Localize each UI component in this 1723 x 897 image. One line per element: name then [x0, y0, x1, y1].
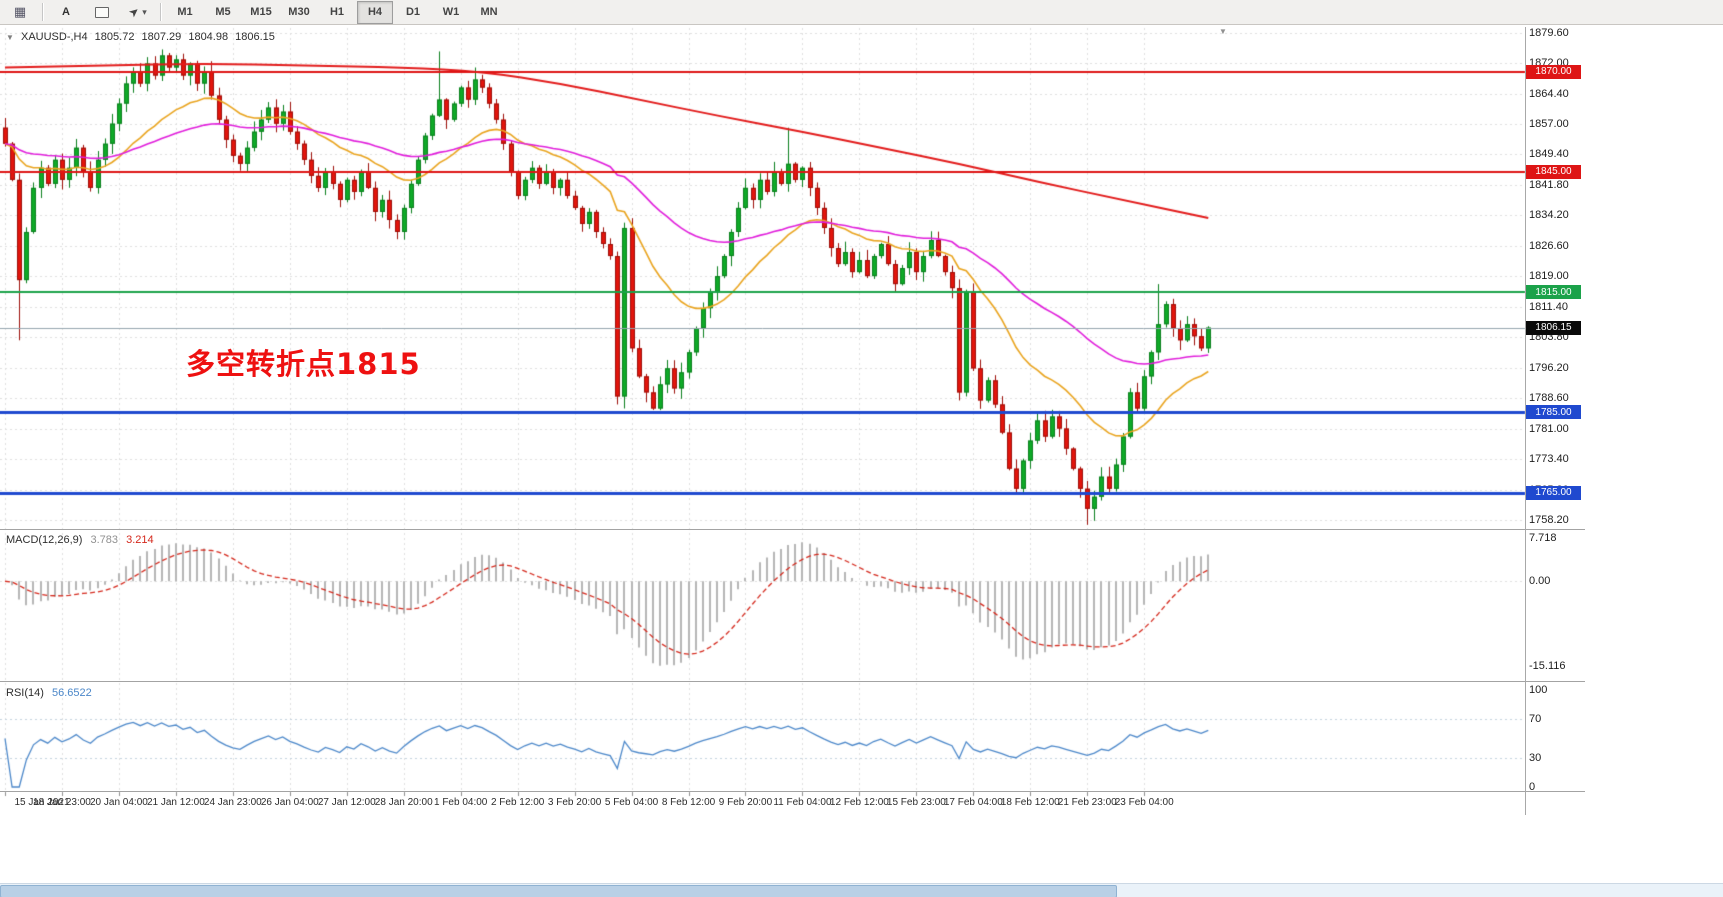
hline-label-1785.00[interactable]: 1785.00	[1526, 405, 1581, 420]
timeframe-h1[interactable]: H1	[329, 6, 345, 18]
low-value: 1804.98	[188, 31, 229, 43]
hline-label-1870.00[interactable]: 1870.00	[1526, 64, 1581, 79]
timeframe-m15[interactable]: M15	[250, 6, 272, 18]
panel-splitter[interactable]	[0, 681, 1585, 682]
timeframe-w1[interactable]: W1	[442, 6, 460, 18]
high-value: 1807.29	[141, 31, 182, 43]
symbol-period-label: XAUUSD-,H4	[20, 31, 88, 43]
hline-label-1845.00[interactable]: 1845.00	[1526, 164, 1581, 179]
timeframe-m5[interactable]: M5	[215, 6, 231, 18]
toolbar-separator	[160, 3, 162, 21]
scrollbar-thumb[interactable]	[0, 885, 1117, 897]
chevron-down-icon: ▾	[142, 6, 147, 17]
text-tool-button[interactable]: A	[49, 1, 83, 24]
price-axis-border	[1525, 27, 1526, 815]
chart-shift-marker[interactable]: ▼	[1219, 27, 1227, 36]
rsi-title-text: RSI(14)	[6, 687, 44, 699]
hline-label-1815.00[interactable]: 1815.00	[1526, 285, 1581, 300]
toolbar-separator	[42, 3, 44, 21]
label-tool-icon	[95, 6, 109, 18]
close-value: 1806.15	[235, 31, 275, 43]
chart-annotation-text[interactable]: 多空转折点1815	[186, 347, 421, 381]
open-value: 1805.72	[94, 31, 135, 43]
horizontal-scrollbar[interactable]	[0, 883, 1723, 897]
cursor-arrow-icon: ➤	[125, 3, 143, 21]
timeframe-m30[interactable]: M30	[288, 6, 310, 18]
chart-toolbar: ▦ A ➤ ▾ M1 M5 M15 M30 H1 H4 D1 W1 MN	[0, 0, 1723, 25]
macd-main-value: 3.783	[90, 534, 119, 546]
timeframe-m1[interactable]: M1	[177, 6, 193, 18]
timeframe-h4[interactable]: H4	[357, 0, 393, 24]
chart-window-button[interactable]: ▦	[3, 1, 37, 24]
bar-chart-icon: ▦	[13, 4, 27, 19]
label-tool-button[interactable]	[85, 1, 119, 24]
rsi-value: 56.6522	[51, 687, 92, 699]
shapes-dropdown-button[interactable]: ➤ ▾	[121, 1, 155, 24]
rsi-indicator-label: RSI(14) 56.6522	[6, 687, 97, 699]
panel-splitter[interactable]	[0, 529, 1585, 530]
chart-header: ▼ XAUUSD-,H4 1805.72 1807.29 1804.98 180…	[6, 31, 279, 43]
macd-signal-value: 3.214	[126, 534, 154, 546]
panel-splitter[interactable]	[0, 791, 1585, 792]
macd-indicator-label: MACD(12,26,9) 3.783 3.214	[6, 534, 159, 546]
one-click-collapse-button[interactable]: ▼	[6, 33, 14, 42]
text-tool-label: A	[62, 6, 70, 18]
current-price-marker: 1806.15	[1526, 320, 1581, 335]
timeframe-bar: M1 M5 M15 M30 H1 H4 D1 W1 MN	[166, 0, 508, 24]
timeframe-d1[interactable]: D1	[405, 6, 421, 18]
macd-title-text: MACD(12,26,9)	[6, 534, 83, 546]
timeframe-mn[interactable]: MN	[480, 6, 498, 18]
hline-label-1765.00[interactable]: 1765.00	[1526, 485, 1581, 500]
